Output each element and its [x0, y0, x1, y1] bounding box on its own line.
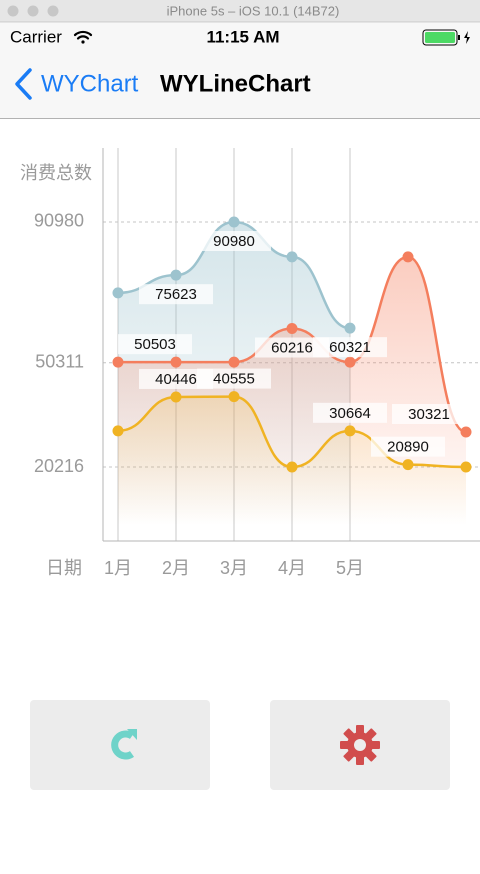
value-label: 40555 — [213, 371, 255, 388]
window-title: iPhone 5s – iOS 10.1 (14B72) — [167, 3, 340, 18]
value-label-box — [392, 404, 466, 425]
point — [228, 216, 240, 228]
value-label-box — [197, 230, 271, 251]
point — [344, 425, 356, 437]
value-label: 20890 — [387, 439, 429, 456]
value-label: 40446 — [155, 371, 197, 388]
x-tick-label: 4月 — [278, 558, 306, 578]
window-bar — [0, 0, 480, 22]
point — [228, 356, 240, 368]
settings-button[interactable] — [270, 700, 450, 790]
point — [170, 356, 182, 368]
refresh-button[interactable] — [30, 700, 210, 790]
x-tick-label: 1月 — [104, 558, 132, 578]
battery-icon — [422, 29, 470, 46]
value-label-box — [255, 337, 329, 358]
value-label: 30664 — [329, 405, 371, 422]
value-label: 50503 — [134, 336, 176, 353]
point — [228, 391, 240, 403]
x-tick-label: 2月 — [162, 558, 190, 578]
value-label-box — [313, 337, 387, 358]
point — [460, 426, 472, 438]
value-label: 75623 — [155, 286, 197, 303]
button-background[interactable] — [30, 700, 210, 790]
point — [112, 356, 124, 368]
point — [402, 251, 414, 263]
point — [112, 287, 124, 299]
point — [170, 269, 182, 281]
back-label[interactable]: WYChart — [41, 70, 139, 97]
point — [286, 251, 298, 263]
y-tick-label: 90980 — [34, 211, 84, 231]
y-tick-label: 20216 — [34, 456, 84, 476]
point — [112, 425, 124, 437]
window-zoom[interactable] — [47, 5, 59, 17]
window-minimize[interactable] — [27, 5, 39, 17]
point — [344, 356, 356, 368]
line-chart: 消费总数 日期 20216 50311 90980 1月 2月 3月 4月 5月 75623 90… — [20, 148, 480, 578]
value-label: 60216 — [271, 339, 313, 356]
back-chevron — [15, 68, 32, 100]
value-label: 60321 — [329, 339, 371, 356]
y-tick-label: 50311 — [35, 352, 84, 372]
value-label-box — [139, 368, 213, 389]
value-label-box — [371, 436, 445, 457]
nav-background — [0, 23, 480, 118]
window-close[interactable] — [7, 5, 19, 17]
gear-icon — [340, 725, 380, 765]
value-label-box — [197, 368, 271, 389]
x-tick-label: 3月 — [220, 558, 248, 578]
value-label-box — [118, 334, 192, 355]
point — [286, 461, 298, 473]
x-tick-label: 5月 — [336, 558, 364, 578]
point — [286, 323, 298, 335]
value-label-box — [313, 402, 387, 423]
refresh-icon — [111, 730, 135, 760]
value-label: 90980 — [213, 233, 255, 250]
wifi-icon — [73, 30, 93, 44]
value-label: 30321 — [408, 406, 450, 423]
point — [402, 459, 414, 471]
nav-title: WYLineChart — [160, 70, 311, 97]
point — [460, 461, 472, 473]
clock: 11:15 AM — [206, 27, 279, 46]
x-axis-title: 日期 — [46, 558, 82, 578]
y-axis-title: 消费总数 — [20, 163, 92, 183]
refresh-arrow — [127, 729, 137, 740]
back-button[interactable]: WYChart — [15, 68, 139, 100]
point — [344, 322, 356, 334]
area — [118, 396, 466, 525]
carrier: Carrier — [10, 27, 62, 46]
point — [170, 391, 182, 403]
value-label-box — [139, 284, 213, 305]
